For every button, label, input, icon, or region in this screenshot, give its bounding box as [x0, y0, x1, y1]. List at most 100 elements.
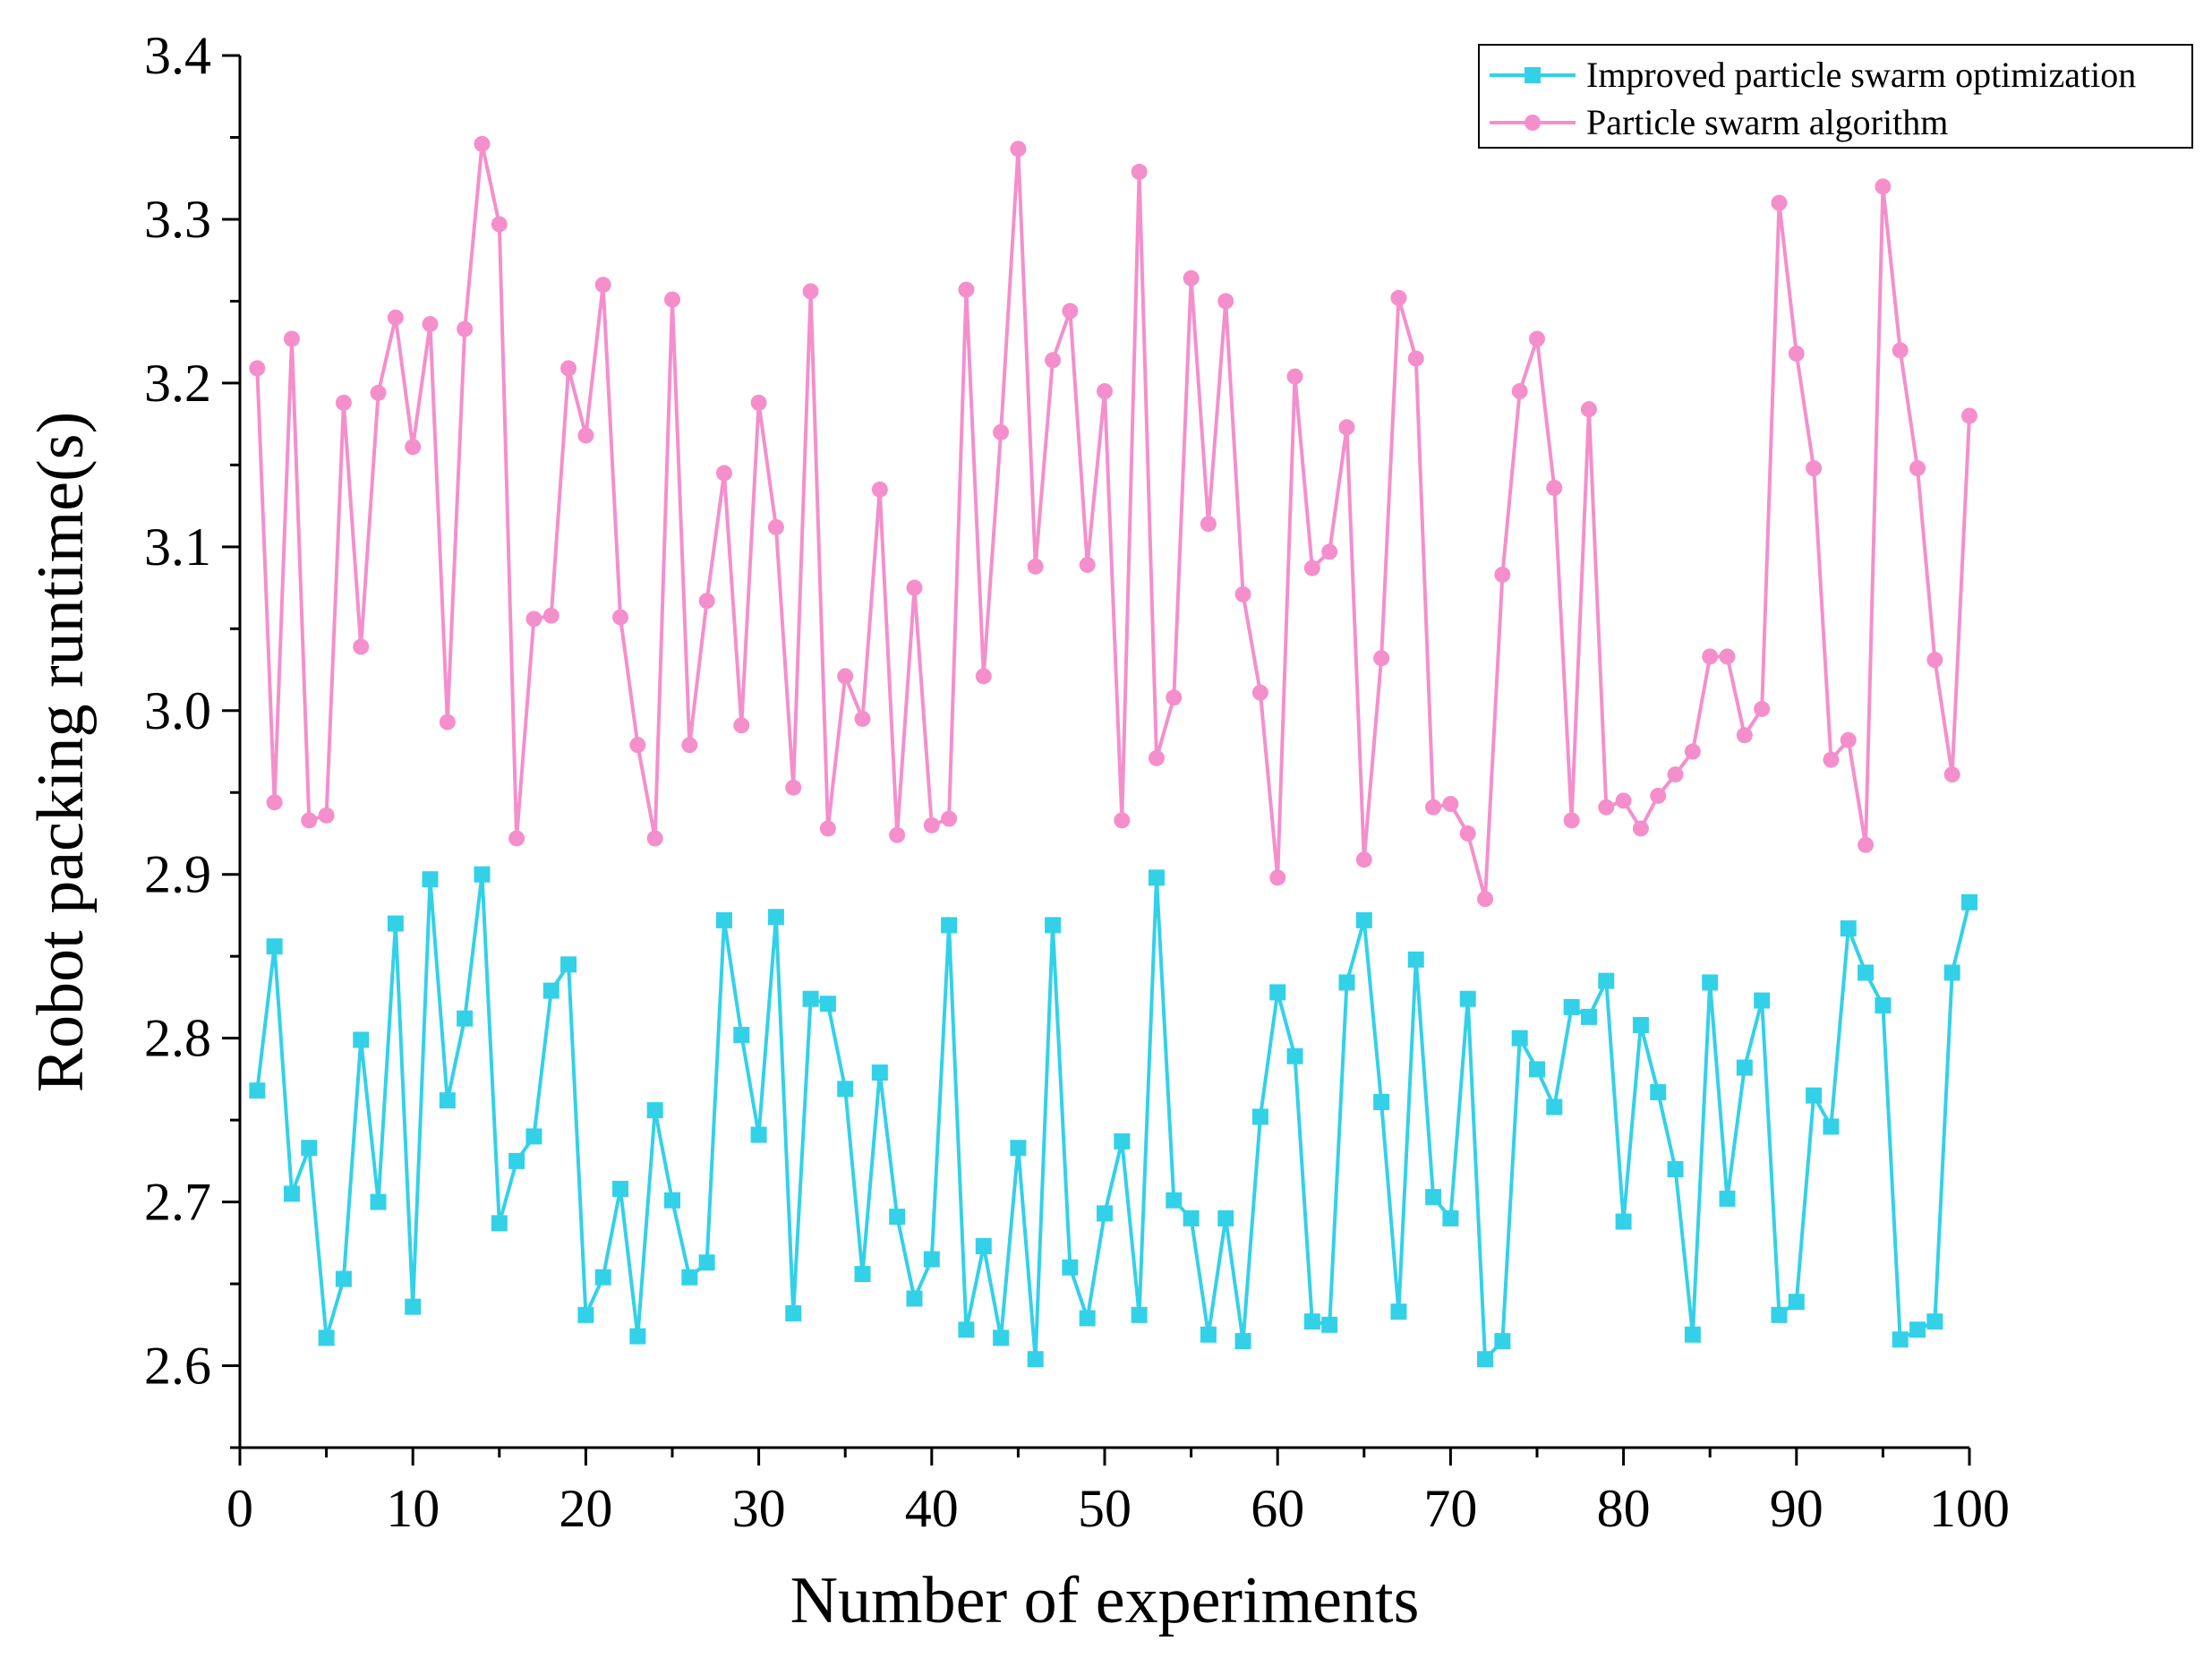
data-point [854, 710, 871, 727]
data-point [1477, 1351, 1494, 1368]
data-point [750, 1126, 767, 1143]
data-point [1806, 1087, 1823, 1104]
data-point [837, 668, 854, 685]
x-tick-label: 40 [905, 1479, 959, 1538]
data-point [1010, 141, 1027, 158]
data-point [1114, 1132, 1131, 1149]
data-point [439, 1092, 456, 1109]
series-line [255, 872, 1971, 1362]
data-point [1355, 911, 1372, 928]
data-point [370, 384, 387, 401]
data-point [508, 830, 525, 847]
y-tick-label: 3.0 [144, 681, 211, 740]
data-point [1598, 799, 1615, 816]
data-point [508, 1152, 525, 1169]
legend-label-improved: Improved particle swarm optimization [1586, 55, 2136, 95]
data-point [457, 320, 474, 338]
data-point [629, 1328, 646, 1345]
data-point [439, 714, 456, 731]
data-point [1131, 1306, 1148, 1323]
data-point [1097, 1205, 1113, 1222]
data-point [715, 465, 732, 482]
data-point [1131, 163, 1148, 180]
data-point [975, 668, 992, 685]
data-point [1650, 1084, 1667, 1101]
data-point [301, 1140, 318, 1157]
data-point [1736, 1059, 1753, 1076]
data-point [370, 1193, 387, 1210]
legend: Improved particle swarm optimization Par… [1478, 44, 2193, 149]
y-tick-label: 2.7 [144, 1173, 211, 1232]
data-point [1771, 1306, 1788, 1323]
data-point [958, 281, 975, 298]
data-point [767, 909, 784, 926]
data-point [249, 1082, 266, 1099]
data-point [1961, 407, 1977, 424]
legend-marker-pso [1524, 115, 1541, 131]
data-point [283, 330, 300, 347]
data-point [871, 481, 888, 498]
data-point [958, 1321, 975, 1338]
y-tick-label: 3.3 [144, 190, 211, 249]
data-point [1200, 1326, 1217, 1343]
data-point [1045, 917, 1062, 934]
tick-layer: 0 10 20 30 40 50 60 70 80 90 100 2.6 2.7 2.8 2.9 3.0 3.1… [144, 26, 2010, 1538]
data-point [1771, 194, 1788, 211]
data-point [1754, 700, 1771, 717]
data-point [1027, 558, 1044, 575]
data-point [941, 917, 958, 934]
data-point [1667, 1161, 1684, 1177]
data-point [1563, 812, 1580, 829]
data-point [1892, 1331, 1909, 1348]
data-point [1114, 812, 1131, 829]
data-point [1598, 972, 1615, 989]
data-point [715, 911, 732, 928]
data-point [1286, 368, 1303, 385]
data-point [646, 830, 663, 847]
data-point [1166, 689, 1183, 706]
x-tick-label: 100 [1929, 1479, 2010, 1538]
data-point [457, 1010, 474, 1027]
data-point [301, 812, 318, 829]
series-layer [249, 135, 1977, 1368]
data-point [1615, 792, 1632, 809]
data-point [664, 291, 680, 308]
x-tick-label: 60 [1251, 1479, 1304, 1538]
data-point [767, 518, 784, 535]
y-tick-label: 3.1 [144, 517, 211, 577]
y-tick-label: 3.2 [144, 354, 211, 413]
data-point [1719, 1190, 1736, 1207]
data-point [1407, 350, 1424, 367]
data-point [733, 1026, 750, 1043]
data-point [1303, 1313, 1320, 1330]
data-point [1858, 964, 1875, 981]
data-point [923, 1251, 940, 1268]
data-point [542, 607, 559, 624]
data-point [353, 638, 370, 655]
data-point [1234, 1333, 1251, 1350]
data-point [1926, 652, 1943, 669]
data-point [1650, 787, 1667, 804]
data-point [1632, 820, 1649, 837]
data-point [1183, 1209, 1200, 1226]
data-point [1477, 891, 1494, 908]
data-point [491, 216, 508, 233]
data-point [1788, 1294, 1805, 1311]
data-point [1840, 731, 1857, 748]
data-point [906, 1290, 923, 1307]
data-point [1529, 1061, 1545, 1078]
data-point [422, 871, 439, 888]
y-axis-title: Robot packing runtime(s) [24, 412, 98, 1092]
data-point [266, 938, 283, 955]
data-point [387, 915, 404, 932]
data-point [664, 1192, 680, 1209]
data-point [1926, 1313, 1943, 1330]
data-point [1892, 342, 1909, 359]
data-point [405, 1298, 422, 1315]
data-point [889, 826, 906, 843]
data-point [906, 579, 923, 596]
data-point [1062, 303, 1079, 320]
data-point [1303, 560, 1320, 577]
data-point [1580, 401, 1597, 418]
